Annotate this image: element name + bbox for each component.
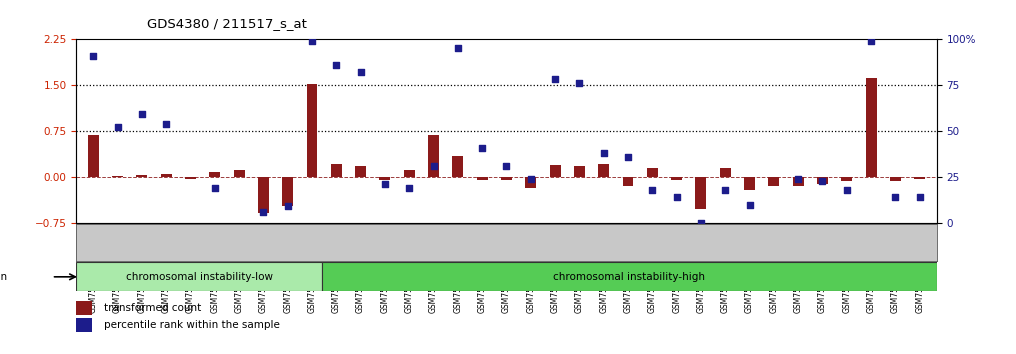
Point	[717, 187, 734, 193]
Point	[571, 80, 587, 86]
Point	[353, 69, 369, 75]
Bar	[744, 177, 755, 190]
Point	[255, 209, 271, 215]
Bar	[234, 170, 245, 177]
Text: genotype/variation: genotype/variation	[0, 272, 7, 282]
Point	[547, 76, 563, 82]
Point	[85, 53, 102, 58]
Point	[328, 62, 344, 68]
Point	[742, 202, 758, 207]
Point	[887, 194, 903, 200]
Point	[134, 112, 150, 117]
Bar	[672, 177, 682, 180]
Text: GDS4380 / 211517_s_at: GDS4380 / 211517_s_at	[147, 17, 307, 30]
Bar	[307, 84, 317, 177]
Bar	[598, 164, 610, 177]
Point	[426, 163, 442, 169]
Bar	[452, 155, 463, 177]
Bar	[428, 135, 439, 177]
Bar	[87, 135, 99, 177]
Bar	[161, 174, 172, 177]
Point	[498, 163, 514, 169]
Bar	[477, 177, 488, 180]
Point	[401, 185, 418, 191]
Bar	[322, 262, 937, 291]
Point	[911, 194, 928, 200]
Bar	[112, 176, 123, 177]
Point	[158, 121, 175, 126]
Bar	[525, 177, 536, 188]
Bar	[331, 164, 341, 177]
Point	[279, 204, 296, 209]
Point	[644, 187, 660, 193]
Bar	[866, 78, 877, 177]
Bar	[574, 166, 585, 177]
Bar	[379, 177, 390, 180]
Bar	[719, 169, 731, 177]
Bar	[623, 177, 634, 186]
Point	[450, 45, 466, 51]
Bar	[768, 177, 779, 186]
Bar	[258, 177, 269, 213]
Point	[863, 38, 879, 44]
Point	[815, 178, 831, 183]
Bar	[890, 177, 901, 181]
Point	[790, 176, 807, 182]
Point	[838, 187, 854, 193]
Text: percentile rank within the sample: percentile rank within the sample	[104, 320, 279, 330]
Bar	[76, 318, 92, 332]
Bar	[185, 177, 196, 179]
Point	[377, 182, 393, 187]
Bar	[501, 177, 512, 180]
Bar	[792, 177, 804, 186]
Point	[620, 154, 636, 160]
Bar	[209, 172, 220, 177]
Point	[110, 125, 126, 130]
Bar	[550, 165, 561, 177]
Bar	[841, 177, 852, 181]
Bar	[647, 168, 657, 177]
Bar	[356, 166, 366, 177]
Point	[522, 176, 538, 182]
Text: chromosomal instability-high: chromosomal instability-high	[554, 272, 705, 282]
Bar	[136, 175, 147, 177]
Point	[693, 220, 709, 226]
Bar	[817, 177, 828, 184]
Bar	[76, 301, 92, 315]
Bar	[76, 262, 322, 291]
Point	[304, 38, 320, 44]
Bar	[696, 177, 706, 209]
Bar	[403, 170, 415, 177]
Point	[474, 145, 491, 150]
Bar	[282, 177, 294, 206]
Text: transformed count: transformed count	[104, 303, 201, 313]
Point	[669, 194, 685, 200]
Point	[206, 185, 223, 191]
Text: chromosomal instability-low: chromosomal instability-low	[126, 272, 272, 282]
Point	[595, 150, 612, 156]
Bar	[914, 177, 926, 179]
